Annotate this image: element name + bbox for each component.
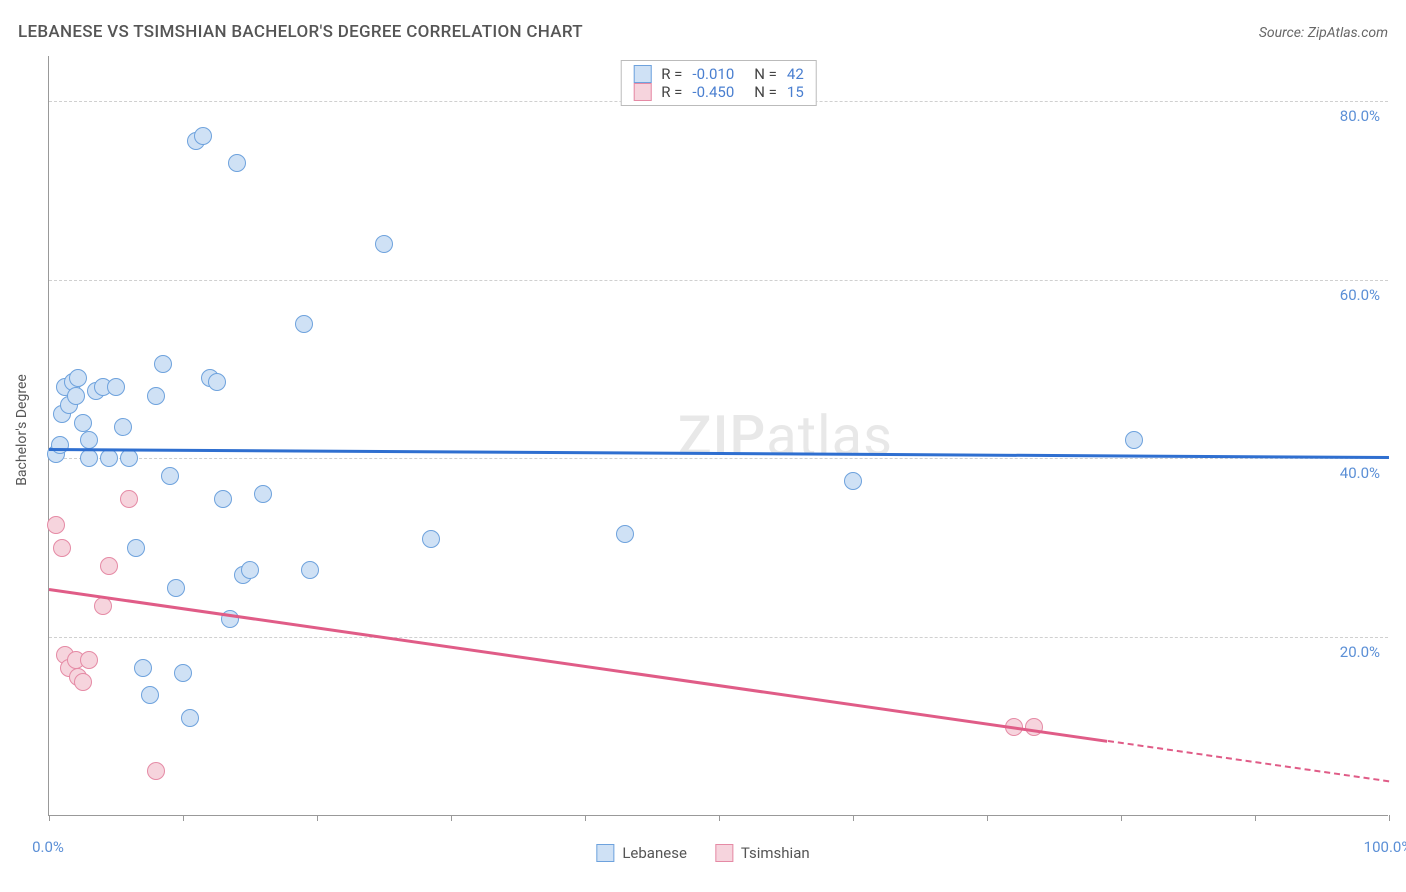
data-point (301, 561, 319, 579)
x-tick (585, 815, 586, 821)
data-point (375, 235, 393, 253)
chart-title: LEBANESE VS TSIMSHIAN BACHELOR'S DEGREE … (18, 22, 583, 42)
data-point (100, 557, 118, 575)
data-point (141, 686, 159, 704)
y-tick-label: 60.0% (1340, 286, 1380, 304)
x-tick (183, 815, 184, 821)
stats-n-value: 15 (787, 83, 804, 101)
legend-swatch (715, 844, 733, 862)
data-point (228, 154, 246, 172)
stats-n-value: 42 (787, 65, 804, 83)
data-point (134, 659, 152, 677)
x-tick (451, 815, 452, 821)
data-point (80, 431, 98, 449)
y-tick-label: 20.0% (1340, 643, 1380, 661)
data-point (120, 449, 138, 467)
data-point (1125, 431, 1143, 449)
x-tick (317, 815, 318, 821)
data-point (127, 539, 145, 557)
data-point (100, 449, 118, 467)
data-point (844, 472, 862, 490)
legend-swatch (633, 65, 651, 83)
trend-line (49, 588, 1108, 742)
data-point (69, 369, 87, 387)
x-tick (1389, 815, 1390, 821)
x-tick (1121, 815, 1122, 821)
data-point (1025, 718, 1043, 736)
data-point (94, 597, 112, 615)
stats-row: R = -0.010 N = 42 (633, 65, 804, 83)
stats-r-label: R = (661, 65, 682, 83)
data-point (74, 414, 92, 432)
legend-item: Tsimshian (715, 844, 810, 862)
data-point (214, 490, 232, 508)
source-label: Source: ZipAtlas.com (1259, 25, 1388, 41)
y-tick-label: 80.0% (1340, 107, 1380, 125)
data-point (194, 127, 212, 145)
data-point (51, 436, 69, 454)
data-point (154, 355, 172, 373)
x-tick (853, 815, 854, 821)
data-point (167, 579, 185, 597)
data-point (67, 387, 85, 405)
trend-line (49, 448, 1389, 459)
plot-area: ZIPatlas R = -0.010N = 42R = -0.450N = 1… (48, 56, 1388, 816)
stats-row: R = -0.450 N = 15 (633, 83, 804, 101)
legend-label: Lebanese (622, 844, 687, 862)
data-point (181, 709, 199, 727)
data-point (616, 525, 634, 543)
stats-r-value: -0.010 (692, 65, 734, 83)
stats-r-value: -0.450 (692, 83, 734, 101)
chart-header: LEBANESE VS TSIMSHIAN BACHELOR'S DEGREE … (18, 22, 1388, 42)
data-point (208, 373, 226, 391)
data-point (422, 530, 440, 548)
stats-n-label: N = (754, 65, 777, 83)
y-axis-label: Bachelor's Degree (14, 374, 30, 486)
gridline (49, 637, 1388, 638)
data-point (114, 418, 132, 436)
data-point (120, 490, 138, 508)
stats-r-label: R = (661, 83, 682, 101)
stats-n-label: N = (754, 83, 777, 101)
y-tick-label: 40.0% (1340, 464, 1380, 482)
x-max-label: 100.0% (1364, 838, 1406, 856)
legend-swatch (596, 844, 614, 862)
stats-legend-box: R = -0.010 N = 42 R = -0.450 N = 15 (620, 60, 817, 106)
data-point (161, 467, 179, 485)
x-tick (49, 815, 50, 821)
data-point (80, 651, 98, 669)
gridline (49, 458, 1388, 459)
data-point (254, 485, 272, 503)
legend-swatch (633, 83, 651, 101)
legend-label: Tsimshian (741, 844, 810, 862)
x-tick (1255, 815, 1256, 821)
x-min-label: 0.0% (32, 838, 64, 856)
legend-item: Lebanese (596, 844, 687, 862)
trend-line-dashed (1107, 740, 1389, 782)
data-point (107, 378, 125, 396)
data-point (53, 539, 71, 557)
data-point (80, 449, 98, 467)
data-point (241, 561, 259, 579)
x-tick (719, 815, 720, 821)
data-point (47, 516, 65, 534)
x-tick (987, 815, 988, 821)
gridline (49, 280, 1388, 281)
data-point (147, 387, 165, 405)
bottom-legend: Lebanese Tsimshian (596, 844, 809, 862)
data-point (295, 315, 313, 333)
data-point (174, 664, 192, 682)
data-point (147, 762, 165, 780)
data-point (74, 673, 92, 691)
